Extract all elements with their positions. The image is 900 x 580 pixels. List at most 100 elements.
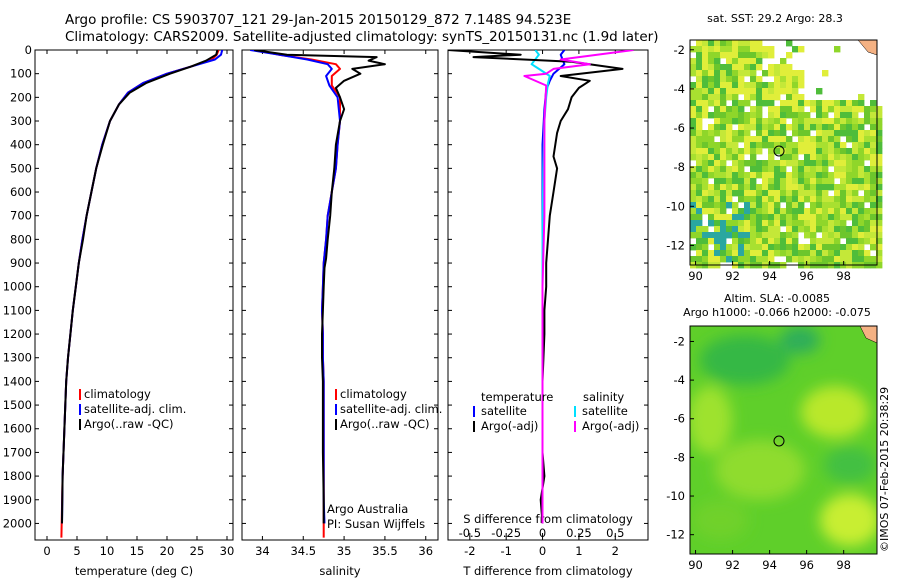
sst-cell <box>828 172 835 179</box>
sst-cell <box>870 142 877 149</box>
sst-cell <box>858 232 865 239</box>
sst-cell <box>864 172 871 179</box>
sst-cell <box>798 82 805 89</box>
sst-cell <box>738 148 745 155</box>
sst-cell <box>714 178 721 185</box>
sst-cell <box>732 94 739 101</box>
sst-argo-marker <box>773 145 785 157</box>
sst-cell <box>864 232 871 239</box>
sst-cell <box>876 142 883 149</box>
sst-cell <box>834 184 841 191</box>
sst-cell <box>726 172 733 179</box>
sst-cell <box>846 112 853 119</box>
sst-map-x-tick-label: 90 <box>688 269 703 283</box>
sst-cell <box>810 118 817 125</box>
sst-cell <box>864 256 871 263</box>
sst-cell <box>726 232 733 239</box>
sst-cell <box>822 124 829 131</box>
sst-cell <box>732 232 739 239</box>
sst-cell <box>696 130 703 137</box>
sst-cell <box>726 88 733 95</box>
sst-cell <box>816 124 823 131</box>
sst-cell <box>714 160 721 167</box>
sst-cell <box>732 130 739 137</box>
sst-cell <box>822 256 829 263</box>
sst-cell <box>846 130 853 137</box>
sst-cell <box>750 154 757 161</box>
sst-cell <box>780 220 787 227</box>
sst-cell <box>786 154 793 161</box>
sst-cell <box>816 250 823 257</box>
sst-cell <box>846 118 853 125</box>
sst-cell <box>708 88 715 95</box>
sst-cell <box>780 154 787 161</box>
sst-cell <box>852 250 859 257</box>
sst-cell <box>822 148 829 155</box>
sst-cell <box>696 196 703 203</box>
sst-cell <box>702 106 709 113</box>
sst-cell <box>786 136 793 143</box>
sst-cell <box>690 166 697 173</box>
sst-cell <box>732 70 739 77</box>
sst-cell <box>774 136 781 143</box>
sst-cell <box>834 208 841 215</box>
sst-cell <box>762 136 769 143</box>
sst-cell <box>720 76 727 83</box>
sst-cell <box>720 178 727 185</box>
sst-cell <box>858 154 865 161</box>
sst-cell <box>762 196 769 203</box>
sst-cell <box>762 250 769 257</box>
sst-cell <box>744 100 751 107</box>
sst-cell <box>858 196 865 203</box>
sst-cell <box>876 244 883 251</box>
sst-cell <box>732 142 739 149</box>
sst-cell <box>822 136 829 143</box>
sst-cell <box>744 172 751 179</box>
sst-cell <box>708 202 715 209</box>
sst-cell <box>702 94 709 101</box>
sst-cell <box>864 220 871 227</box>
difference-legend-label: satellite <box>481 404 527 418</box>
sst-cell <box>702 172 709 179</box>
sst-cell <box>738 184 745 191</box>
sst-cell <box>738 136 745 143</box>
sst-cell <box>774 88 781 95</box>
sst-cell <box>720 160 727 167</box>
sst-cell <box>834 46 841 53</box>
sst-cell <box>738 124 745 131</box>
sst-cell <box>834 166 841 173</box>
sst-cell <box>732 220 739 227</box>
sst-cell <box>756 184 763 191</box>
sst-cell <box>792 238 799 245</box>
sst-cell <box>834 124 841 131</box>
sst-cell <box>720 238 727 245</box>
sst-cell <box>720 214 727 221</box>
sst-cell <box>720 196 727 203</box>
sst-cell <box>690 232 697 239</box>
sst-cell <box>756 232 763 239</box>
sst-cell <box>792 100 799 107</box>
difference-frame <box>447 49 649 541</box>
sst-cell <box>828 244 835 251</box>
sst-cell <box>792 142 799 149</box>
sst-cell <box>738 232 745 239</box>
sst-cell <box>846 244 853 251</box>
sst-cell <box>708 112 715 119</box>
sst-cell <box>870 148 877 155</box>
sst-cell <box>756 220 763 227</box>
sst-cell <box>810 208 817 215</box>
sst-cell <box>876 130 883 137</box>
sst-cell <box>714 142 721 149</box>
sst-cell <box>804 130 811 137</box>
sst-cell <box>750 94 757 101</box>
sst-cell <box>816 220 823 227</box>
sst-cell <box>708 220 715 227</box>
sst-cell <box>738 52 745 59</box>
sst-cell <box>738 226 745 233</box>
sst-cell <box>804 214 811 221</box>
sst-cell <box>786 124 793 131</box>
sst-cell <box>798 160 805 167</box>
sst-cell <box>870 112 877 119</box>
sst-cell <box>810 196 817 203</box>
sst-cell <box>768 184 775 191</box>
